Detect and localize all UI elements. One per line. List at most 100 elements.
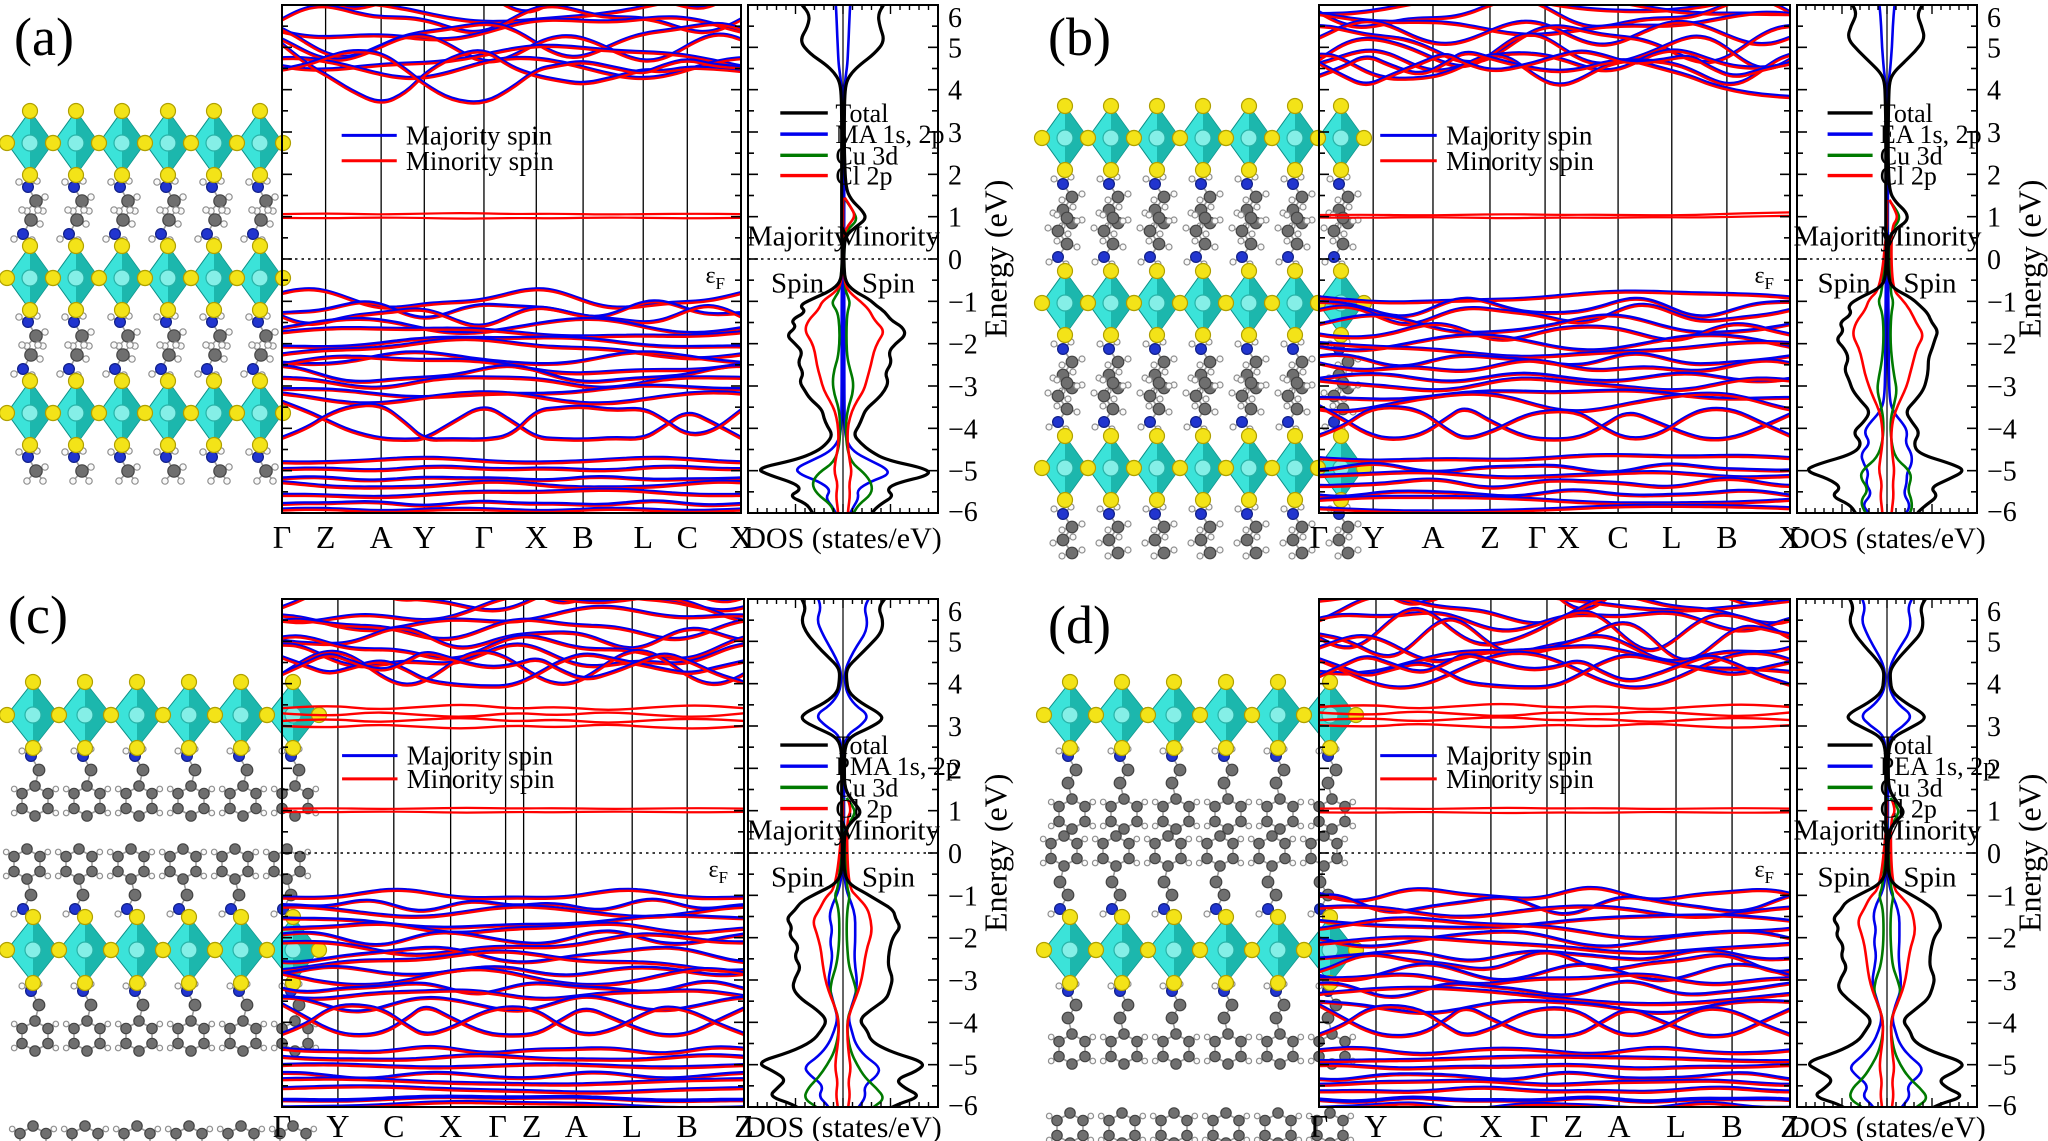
majority-spin-label: Majority xyxy=(1793,221,1895,253)
dos-plot: 6543210−1−2−3−4−5−6MajoritySpinMinorityS… xyxy=(1788,3,2017,555)
dos-curve-cl-majority xyxy=(1852,199,1889,513)
energy-tick-label: 4 xyxy=(1987,76,2001,107)
dos-x-ticks xyxy=(1805,599,1969,1107)
energy-tick-label: −5 xyxy=(1987,1051,2017,1082)
dos-legend-label: Cl 2p xyxy=(1880,162,1937,191)
band-energy-ticks xyxy=(282,598,744,1108)
energy-tick-label: 6 xyxy=(948,3,962,34)
dos-curve-cu-minority xyxy=(1889,200,1914,513)
kpoint-label: C xyxy=(383,1108,404,1141)
dos-legend-label: Cu 3d xyxy=(1880,773,1943,802)
organic-molecules xyxy=(10,177,279,485)
energy-tick-label: 2 xyxy=(948,754,962,785)
band-energy-ticks xyxy=(1319,4,1790,514)
dos-axis-label: DOS (states/eV) xyxy=(744,1111,941,1141)
dos-axis-label: DOS (states/eV) xyxy=(1788,1111,1985,1141)
kpoint-label: Z xyxy=(522,1108,542,1141)
energy-tick-label: 3 xyxy=(1987,712,2001,743)
majority-spin-label: Spin xyxy=(1817,861,1871,893)
dos-energy-ticks xyxy=(748,598,938,1108)
kpoint-label: Z xyxy=(1480,519,1500,555)
dos-curve-organic-minority xyxy=(842,599,881,1107)
panel-label: (c) xyxy=(8,585,68,645)
dos-curve-organic-majority xyxy=(795,5,844,513)
kpoint-label: X xyxy=(729,519,752,555)
fermi-label: εF xyxy=(708,857,728,887)
minority-spin-label: Minority xyxy=(837,221,941,253)
energy-tick-label: 2 xyxy=(948,160,962,191)
dos-curve-organic-minority xyxy=(842,5,889,513)
dos-x-ticks xyxy=(1805,5,1969,513)
kpoint-label: A xyxy=(1421,519,1444,555)
energy-tick-label: 3 xyxy=(1987,118,2001,149)
dos-curve-organic-majority xyxy=(1860,5,1888,513)
dos-legend-label: Cl 2p xyxy=(835,162,892,191)
dos-legend-label: MA 1s, 2p xyxy=(835,120,944,149)
energy-tick-label: −5 xyxy=(1987,457,2017,488)
energy-tick-label: −4 xyxy=(948,1008,978,1039)
kpoint-label: B xyxy=(677,1108,698,1141)
majority-spin-label: Majority xyxy=(747,815,849,847)
panel-b: (b) Majority spin Minority spin εF Γ Y A Z Γ X C L… xyxy=(1024,0,2048,571)
energy-tick-label: 4 xyxy=(1987,670,2001,701)
band-energy-ticks xyxy=(282,4,741,514)
dos-legend-label: Cu 3d xyxy=(835,141,898,170)
energy-tick-label: 4 xyxy=(948,670,962,701)
energy-tick-label: 1 xyxy=(948,203,962,234)
energy-tick-label: −2 xyxy=(1987,330,2017,361)
kpoint-label: Γ xyxy=(1530,1108,1549,1141)
kpoint-label: C xyxy=(1422,1108,1443,1141)
energy-tick-label: 6 xyxy=(1987,597,2001,628)
kpoint-label: Γ xyxy=(273,1108,292,1141)
kpoint-label: Γ xyxy=(1528,519,1547,555)
energy-tick-label: −5 xyxy=(948,1051,978,1082)
energy-tick-label: 5 xyxy=(1987,33,2001,64)
kpoint-label: A xyxy=(565,1108,588,1141)
kpoint-label: L xyxy=(1662,519,1682,555)
energy-tick-label: −6 xyxy=(948,497,978,528)
dos-curve-total-majority xyxy=(759,599,844,1107)
energy-tick-label: −3 xyxy=(1987,372,2017,403)
legend-label-majority: Majority spin xyxy=(1446,120,1593,150)
dos-legend-label: Total xyxy=(835,99,888,128)
band-curves xyxy=(282,5,741,513)
minority-spin-label: Minority xyxy=(1878,815,1982,847)
kpoint-label: Γ xyxy=(475,519,494,555)
dos-legend-label: Cu 3d xyxy=(835,773,898,802)
dos-curves xyxy=(758,5,931,513)
energy-tick-label: 4 xyxy=(948,76,962,107)
kpoint-label: L xyxy=(1666,1108,1686,1141)
minority-spin-label: Spin xyxy=(862,267,916,299)
dos-curve-total-minority xyxy=(842,599,925,1107)
band-curves xyxy=(1319,599,1790,1107)
dos-curve-organic-minority xyxy=(1886,5,1914,513)
fermi-label: εF xyxy=(705,263,725,293)
kpoint-label: Y xyxy=(413,519,436,555)
dos-energy-ticks xyxy=(1797,4,1977,514)
kpoint-label: A xyxy=(370,519,393,555)
dos-curve-total-minority xyxy=(1886,5,1964,513)
dos-x-ticks xyxy=(756,5,930,513)
energy-tick-label: 0 xyxy=(1987,245,2001,276)
kpoint-label: X xyxy=(525,519,548,555)
energy-tick-label: 0 xyxy=(1987,839,2001,870)
crystal-structure xyxy=(0,673,328,1141)
kpoint-label: B xyxy=(1721,1108,1742,1141)
panel-label: (a) xyxy=(14,7,74,67)
dos-legend-label: EA 1s, 2p xyxy=(1880,120,1982,149)
dos-curve-cl-minority xyxy=(845,799,873,1107)
dos-legend-label: PMA 1s, 2p xyxy=(835,752,959,781)
energy-tick-label: −2 xyxy=(1987,924,2017,955)
energy-tick-label: 5 xyxy=(1987,627,2001,658)
kpoint-label: B xyxy=(572,519,593,555)
legend-label-minority: Minority spin xyxy=(406,146,554,176)
kpoint-label: Y xyxy=(1362,519,1385,555)
kpoint-label: L xyxy=(622,1108,642,1141)
